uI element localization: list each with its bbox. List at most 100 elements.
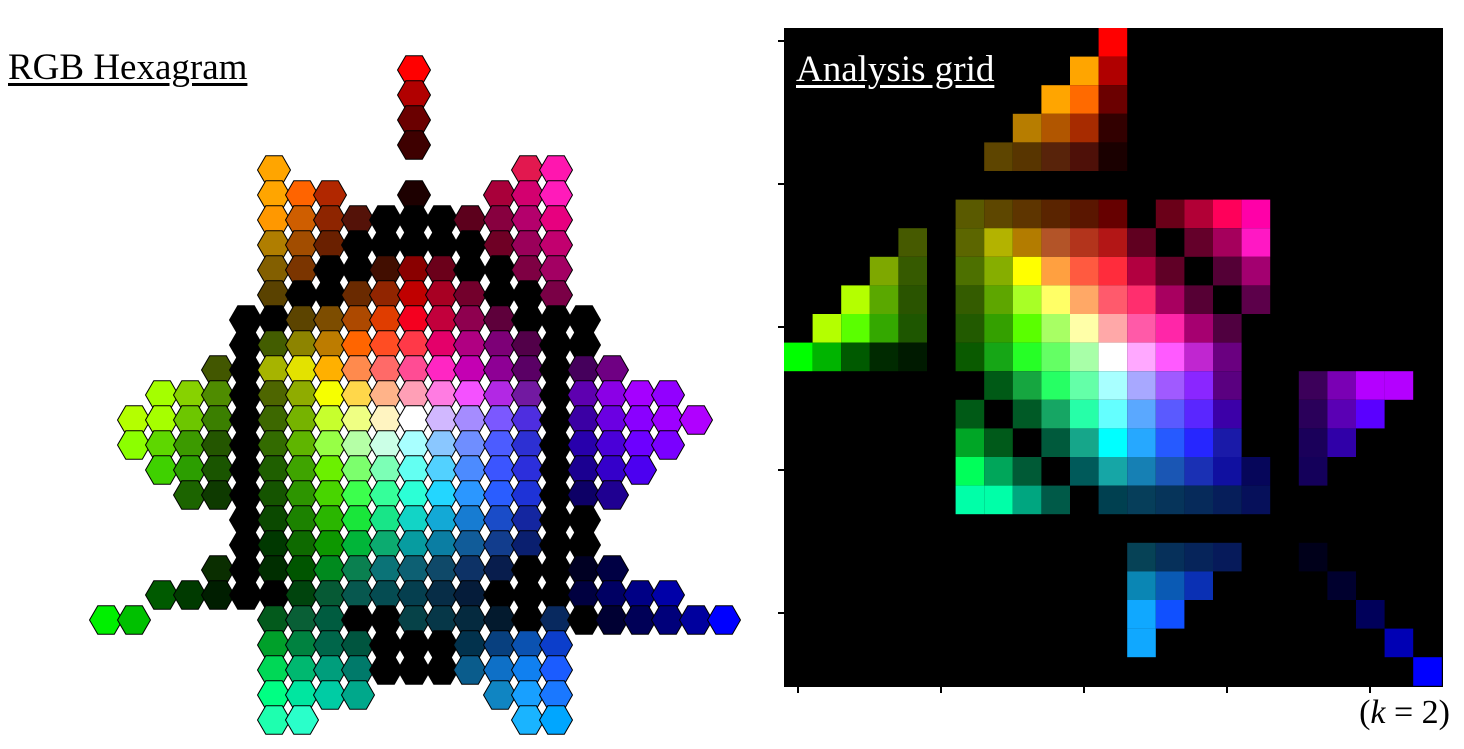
grid-cell: [1070, 371, 1099, 400]
grid-cell: [1184, 485, 1213, 515]
grid-cell: [1155, 256, 1185, 286]
hex-cell: [566, 330, 602, 360]
grid-cell: [1184, 371, 1213, 400]
grid-cell: [1213, 228, 1242, 257]
grid-cell: [1213, 199, 1242, 229]
x-axis-tick: [940, 687, 942, 693]
grid-cell: [1155, 371, 1185, 400]
hex-cell: [566, 605, 602, 635]
rgb-hexagram: [88, 55, 742, 735]
grid-cell: [1041, 285, 1070, 314]
grid-cell: [1356, 371, 1385, 400]
grid-cell: [1127, 628, 1156, 658]
grid-cell: [984, 285, 1013, 314]
grid-cell: [1127, 285, 1156, 314]
grid-cell: [1070, 56, 1099, 86]
grid-cell: [1155, 399, 1185, 429]
grid-cell: [1012, 228, 1042, 257]
grid-cell: [1070, 228, 1099, 257]
grid-cell: [1041, 228, 1070, 257]
grid-cell: [1041, 113, 1070, 143]
grid-cell: [1213, 256, 1242, 286]
grid-cell: [984, 256, 1013, 286]
hex-cell: [452, 455, 488, 485]
hex-cell: [622, 455, 658, 485]
grid-cell: [869, 285, 899, 314]
grid-cell: [1098, 428, 1128, 457]
hex-cell: [510, 705, 546, 735]
hex-cell: [396, 180, 432, 210]
hex-cell: [452, 530, 488, 560]
hex-cell: [396, 80, 432, 110]
grid-cell: [984, 228, 1013, 257]
grid-cell: [1298, 457, 1328, 486]
grid-cell: [1041, 85, 1070, 114]
grid-cell: [1012, 199, 1042, 229]
grid-cell: [1155, 314, 1185, 343]
grid-cell: [1213, 485, 1242, 515]
hex-cell: [594, 355, 630, 385]
grid-cell: [1041, 314, 1070, 343]
grid-cell: [1098, 28, 1128, 57]
hex-cell: [284, 705, 320, 735]
grid-cell: [1155, 199, 1185, 229]
hex-cell: [172, 580, 208, 610]
grid-cell: [1012, 314, 1042, 343]
hex-cell: [538, 630, 574, 660]
hex-cell: [256, 705, 292, 735]
hex-cell: [594, 555, 630, 585]
hex-cell: [116, 605, 152, 635]
grid-cell: [1012, 142, 1042, 171]
hex-cell: [116, 430, 152, 460]
grid-cell: [841, 342, 870, 372]
grid-cell: [1098, 485, 1128, 515]
hex-cell: [452, 555, 488, 585]
grid-cell: [841, 314, 870, 343]
grid-cell: [955, 399, 985, 429]
grid-cell: [1213, 399, 1242, 429]
k-parameter-label: (k = 2): [1359, 694, 1450, 731]
grid-cell: [1127, 542, 1156, 572]
grid-cell: [1070, 399, 1099, 429]
hex-cell: [538, 230, 574, 260]
hex-cell: [396, 55, 432, 85]
hex-cell: [594, 480, 630, 510]
grid-cell: [812, 314, 842, 343]
hex-cell: [452, 305, 488, 335]
grid-cell: [1241, 228, 1271, 257]
grid-cell: [1155, 542, 1185, 572]
grid-cell: [1155, 342, 1185, 372]
hex-cell: [650, 430, 686, 460]
grid-cell: [1098, 113, 1128, 143]
grid-cell: [1041, 142, 1070, 171]
grid-cell: [1098, 228, 1128, 257]
hex-cell: [452, 630, 488, 660]
rgb-hexagram-panel: RGB Hexagram: [8, 47, 742, 735]
grid-cell: [1127, 342, 1156, 372]
hex-cell: [144, 455, 180, 485]
grid-cell: [1184, 428, 1213, 457]
x-axis-tick: [797, 687, 799, 693]
y-axis-tick: [778, 326, 784, 328]
hex-cell: [650, 380, 686, 410]
grid-cell: [1298, 371, 1328, 400]
grid-cell: [869, 256, 899, 286]
grid-cell: [1356, 600, 1385, 629]
grid-cell: [1041, 428, 1070, 457]
grid-cell: [1098, 56, 1128, 86]
grid-cell: [1012, 256, 1042, 286]
hex-cell: [452, 505, 488, 535]
grid-cell: [1184, 542, 1213, 572]
hex-cell: [452, 205, 488, 235]
grid-cell: [1327, 371, 1356, 400]
grid-cell: [1070, 342, 1099, 372]
x-axis-tick: [1226, 687, 1228, 693]
grid-cell: [1184, 399, 1213, 429]
grid-cell: [955, 285, 985, 314]
hex-cell: [566, 530, 602, 560]
grid-cell: [1184, 571, 1213, 600]
hex-cell: [452, 330, 488, 360]
grid-cell: [1127, 457, 1156, 486]
hex-cell: [594, 605, 630, 635]
grid-cell: [1127, 600, 1156, 629]
